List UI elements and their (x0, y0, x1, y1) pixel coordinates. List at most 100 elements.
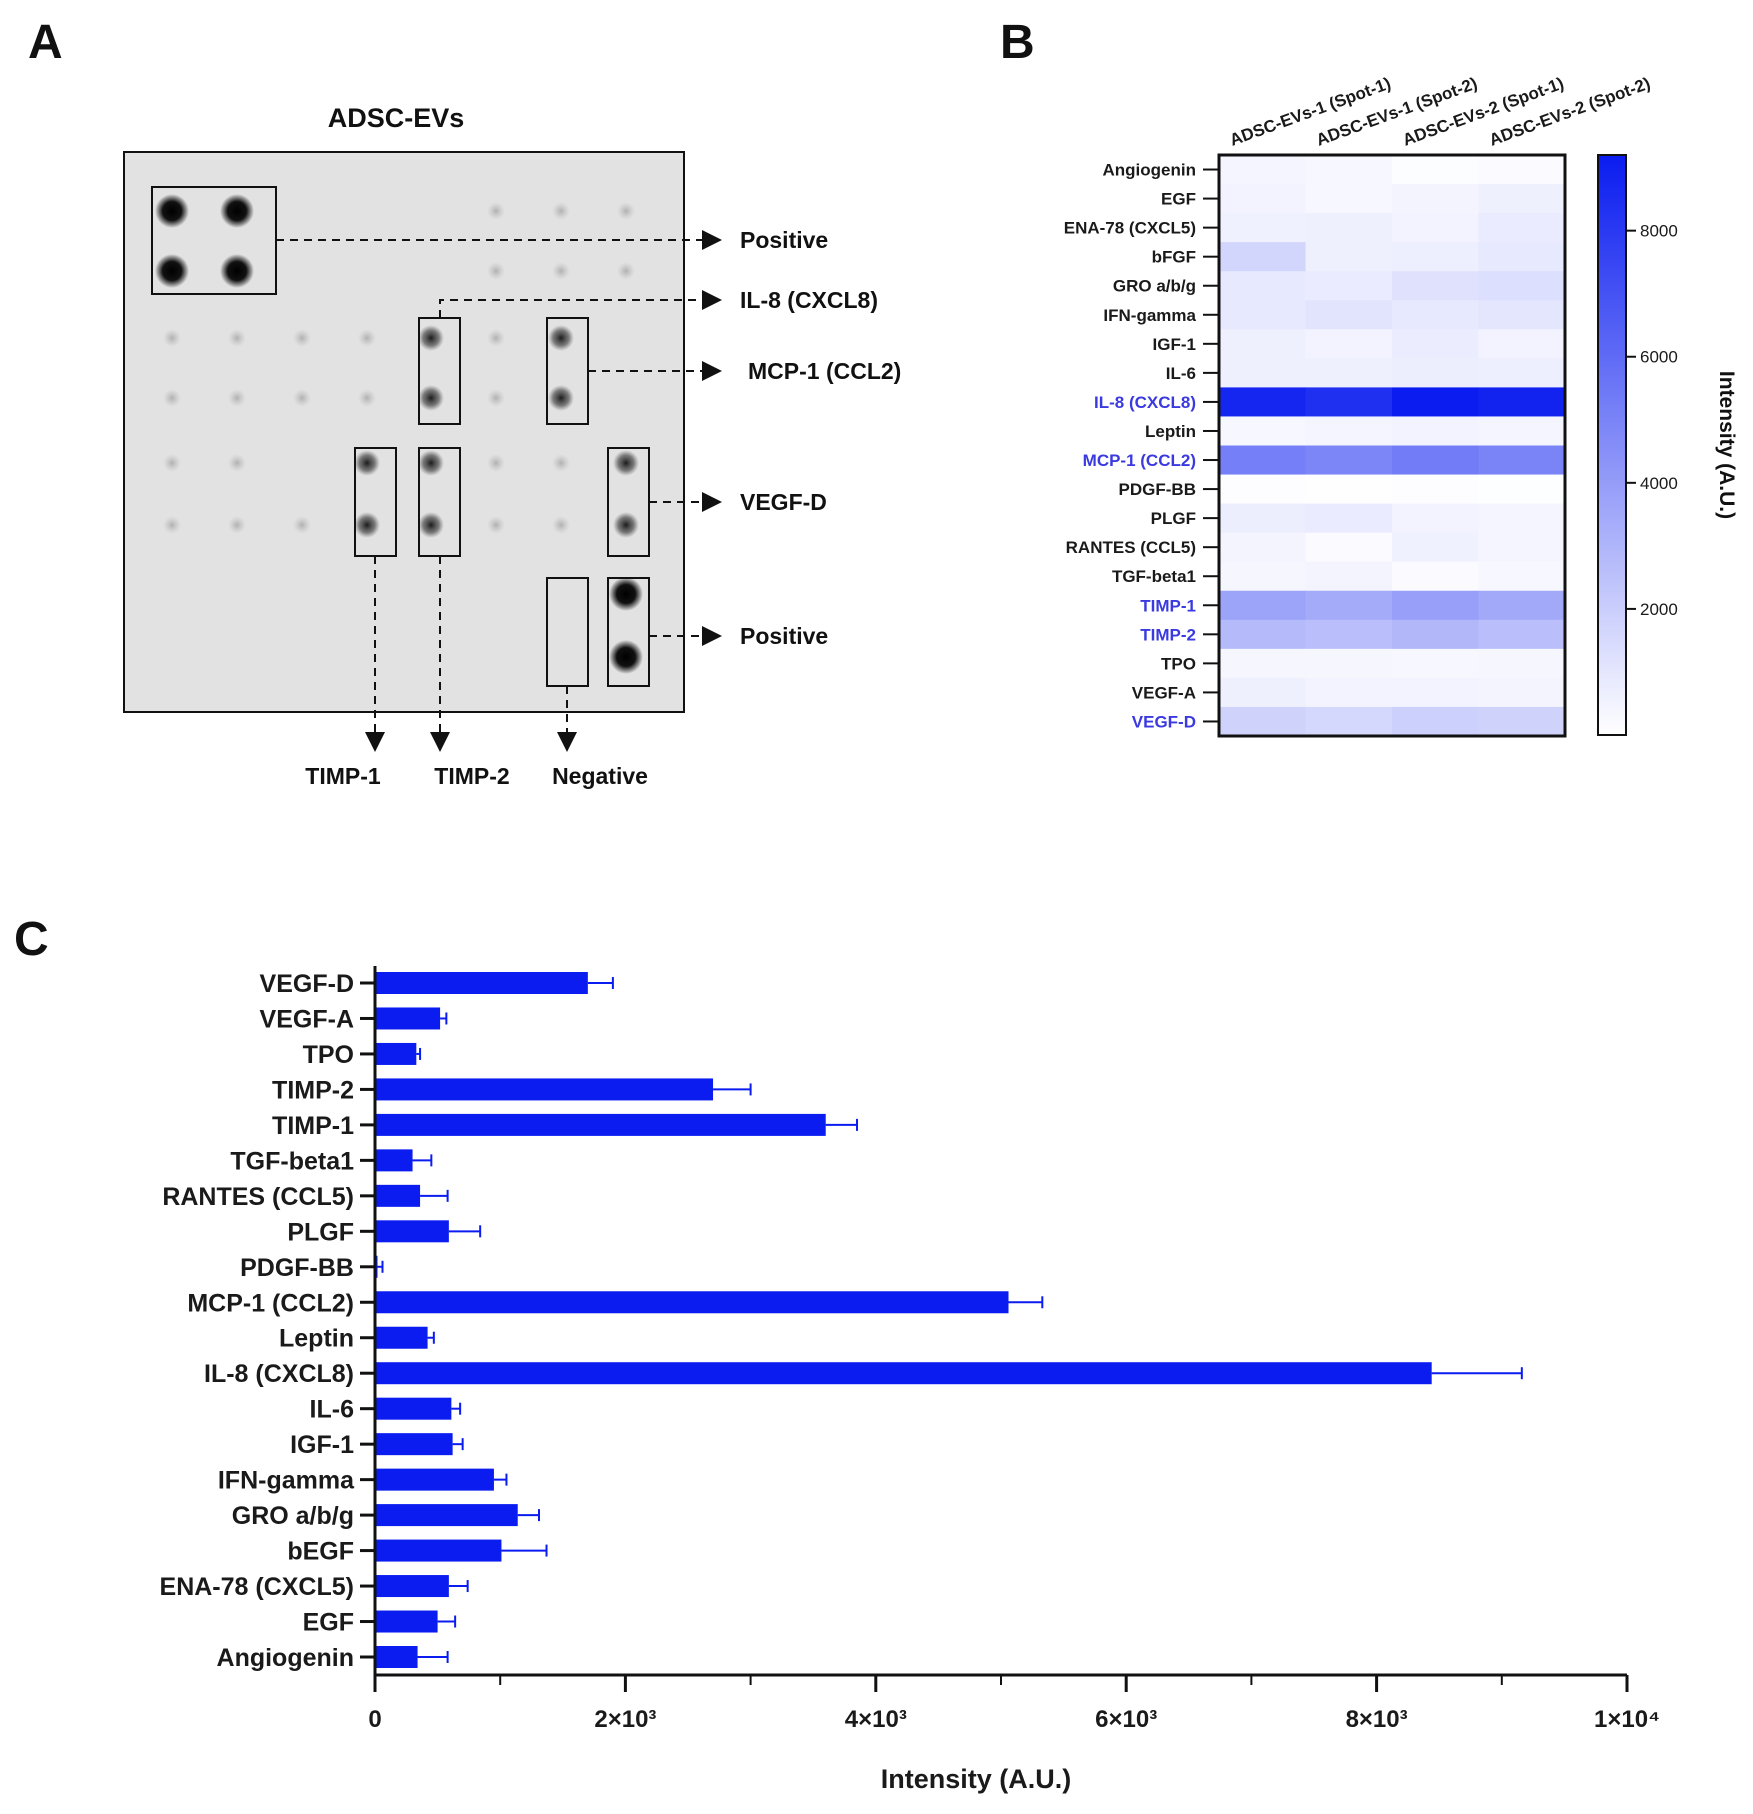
heatmap-cell-vegf-a-1 (1219, 677, 1306, 708)
heatmap-cell-angiogenin-3 (1392, 155, 1479, 185)
heatmap-cell-mcp-1-ccl2-4 (1478, 445, 1566, 476)
bar-label-timp-1: TIMP-1 (272, 1112, 354, 1140)
blot-dot-faint (487, 516, 505, 534)
heatmap-cell-egf-1 (1219, 184, 1306, 214)
bar-il-6 (375, 1397, 452, 1420)
blot-dot-faint (552, 454, 570, 472)
blot-title: ADSC-EVs (328, 103, 465, 133)
colorbar-tick-label: 4000 (1640, 474, 1678, 493)
heatmap-cell-timp-2-3 (1392, 619, 1479, 650)
blot-dot-faint (228, 329, 246, 347)
heatmap-cell-tgf-beta1-3 (1392, 561, 1479, 592)
heatmap-cell-gro-a-b-g-1 (1219, 271, 1306, 301)
label-timp2: TIMP-2 (434, 763, 509, 789)
blot-dot-faint (617, 262, 635, 280)
blot-dot-faint (487, 454, 505, 472)
heatmap-cell-ena-78-cxcl5-4 (1478, 213, 1566, 243)
colorbar-tick-label: 8000 (1640, 222, 1678, 241)
heatmap-cell-mcp-1-ccl2-1 (1219, 445, 1306, 476)
blot-dot-faint (358, 329, 376, 347)
blot-dots (155, 194, 643, 674)
heatmap-cell-mcp-1-ccl2-3 (1392, 445, 1479, 476)
heatmap-cell-bfgf-2 (1305, 242, 1393, 272)
panel-label-b: B (1000, 16, 1035, 69)
heatmap-cell-gro-a-b-g-2 (1305, 271, 1393, 301)
heatmap-cell-il-6-2 (1305, 358, 1393, 388)
bar-vegf-d (375, 972, 588, 994)
bar-timp-2 (375, 1078, 714, 1101)
bar-label-gro-a-b-g: GRO a/b/g (232, 1502, 354, 1530)
heatmap-cell-plgf-3 (1392, 503, 1479, 534)
label-vegfd: VEGF-D (740, 489, 827, 515)
heatmap-cell-ifn-gamma-1 (1219, 300, 1306, 330)
bar-angiogenin (375, 1646, 418, 1668)
heatmap-cell-vegf-a-4 (1478, 677, 1566, 708)
heatmap-cell-rantes-ccl5-4 (1478, 532, 1566, 563)
panel-label-c: C (14, 913, 49, 966)
heatmap-cell-rantes-ccl5-3 (1392, 532, 1479, 563)
heatmap-cell-igf-1-4 (1478, 329, 1566, 359)
bar-label-plgf: PLGF (287, 1218, 354, 1246)
heatmap-cell-il-8-cxcl8-2 (1305, 387, 1393, 417)
bar-plgf (375, 1220, 449, 1243)
heatmap-row-label-angiogenin: Angiogenin (1103, 161, 1196, 180)
heatmap-cell-timp-2-4 (1478, 619, 1566, 650)
bar-label-il-8-cxcl8: IL-8 (CXCL8) (204, 1360, 354, 1388)
heatmap-column-labels: ADSC-EVs-1 (Spot-1)ADSC-EVs-1 (Spot-2)AD… (1227, 74, 1653, 150)
heatmap-cell-ifn-gamma-4 (1478, 300, 1566, 330)
blot-dot-faint (552, 262, 570, 280)
blot-dot-faint (163, 389, 181, 407)
blot-dot-faint (487, 329, 505, 347)
blot-membrane (123, 151, 685, 713)
heatmap-cell-vegf-a-3 (1392, 677, 1479, 708)
label-timp1: TIMP-1 (305, 763, 381, 789)
bar-label-angiogenin: Angiogenin (217, 1644, 354, 1672)
heatmap-row-label-ifn-gamma: IFN-gamma (1103, 306, 1196, 325)
x-tick-label: 6×10³ (1095, 1706, 1157, 1733)
heatmap-row-label-il-8-cxcl8: IL-8 (CXCL8) (1094, 393, 1196, 412)
heatmap-row-label-timp-2: TIMP-2 (1140, 625, 1196, 644)
blot-dot (354, 512, 380, 538)
heatmap-cell-leptin-2 (1305, 416, 1393, 446)
heatmap-cell-gro-a-b-g-3 (1392, 271, 1479, 301)
heatmap-cell-rantes-ccl5-2 (1305, 532, 1393, 563)
blot-dot (418, 450, 444, 476)
heatmap-row-label-igf-1: IGF-1 (1153, 335, 1196, 354)
blot-dot-faint (163, 454, 181, 472)
heatmap-cell-tpo-2 (1305, 648, 1393, 679)
bar-ifn-gamma (375, 1468, 494, 1491)
heatmap-cell-leptin-4 (1478, 416, 1566, 446)
heatmap-cells (1219, 155, 1566, 737)
blot-dot (418, 385, 444, 411)
blot-dot (418, 325, 444, 351)
heatmap-cell-bfgf-4 (1478, 242, 1566, 272)
heatmap-cell-tpo-4 (1478, 648, 1566, 679)
blot-dot-faint (293, 516, 311, 534)
blot-dot-faint (228, 389, 246, 407)
heatmap-cell-il-8-cxcl8-1 (1219, 387, 1306, 417)
label-negative: Negative (552, 763, 648, 789)
heatmap-cell-bfgf-3 (1392, 242, 1479, 272)
heatmap-row-label-timp-1: TIMP-1 (1140, 596, 1196, 615)
heatmap-cell-angiogenin-4 (1478, 155, 1566, 185)
blot-dot-faint (163, 329, 181, 347)
heatmap-cell-angiogenin-1 (1219, 155, 1306, 185)
blot-dot (354, 450, 380, 476)
heatmap-cell-egf-4 (1478, 184, 1566, 214)
blot-dot-faint (228, 516, 246, 534)
heatmap-cell-il-6-1 (1219, 358, 1306, 388)
blot-dot-faint (552, 202, 570, 220)
bars (375, 972, 1523, 1668)
bar-il-8-cxcl8 (375, 1362, 1432, 1385)
heatmap-cell-vegf-d-2 (1305, 706, 1393, 737)
colorbar-ticks: 2000 4000 6000 8000 (1626, 222, 1678, 619)
bar-begf (375, 1539, 502, 1562)
heatmap-cell-igf-1-1 (1219, 329, 1306, 359)
heatmap-cell-egf-2 (1305, 184, 1393, 214)
blot-dot-strong (155, 194, 189, 228)
x-tick-label: 8×10³ (1346, 1706, 1408, 1733)
bar-label-il-6: IL-6 (310, 1396, 354, 1424)
heatmap-cell-plgf-1 (1219, 503, 1306, 534)
blot-dot (613, 450, 639, 476)
colorbar (1597, 154, 1627, 736)
